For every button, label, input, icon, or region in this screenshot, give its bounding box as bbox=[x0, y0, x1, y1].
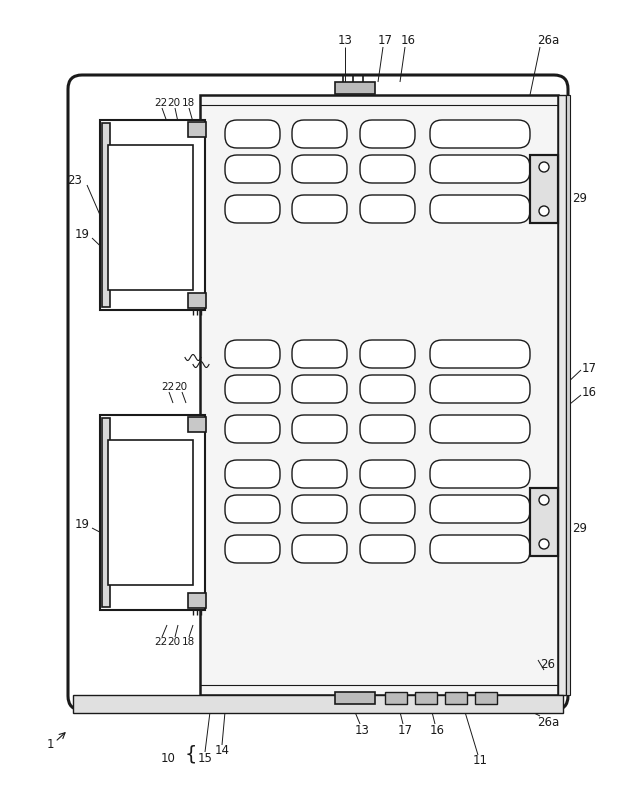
Bar bbox=[558, 95, 566, 695]
Bar bbox=[335, 82, 375, 94]
FancyBboxPatch shape bbox=[225, 375, 280, 403]
FancyBboxPatch shape bbox=[360, 155, 415, 183]
FancyBboxPatch shape bbox=[360, 415, 415, 443]
Text: 20: 20 bbox=[175, 382, 188, 392]
FancyBboxPatch shape bbox=[225, 495, 280, 523]
FancyBboxPatch shape bbox=[292, 375, 347, 403]
Text: 16: 16 bbox=[401, 33, 415, 47]
Bar bbox=[335, 692, 375, 704]
Bar bbox=[566, 95, 570, 695]
Bar bbox=[188, 293, 206, 308]
FancyBboxPatch shape bbox=[430, 155, 530, 183]
FancyBboxPatch shape bbox=[430, 415, 530, 443]
FancyBboxPatch shape bbox=[430, 460, 530, 488]
Bar bbox=[100, 120, 205, 310]
Text: 17: 17 bbox=[397, 724, 413, 737]
Text: 19: 19 bbox=[74, 229, 90, 242]
Bar bbox=[445, 692, 467, 704]
Text: 22: 22 bbox=[154, 637, 168, 647]
Text: 18: 18 bbox=[181, 98, 195, 108]
FancyBboxPatch shape bbox=[360, 375, 415, 403]
FancyBboxPatch shape bbox=[360, 195, 415, 223]
Bar bbox=[73, 695, 563, 713]
FancyBboxPatch shape bbox=[225, 195, 280, 223]
FancyBboxPatch shape bbox=[225, 415, 280, 443]
FancyBboxPatch shape bbox=[360, 340, 415, 368]
Text: 20: 20 bbox=[168, 98, 180, 108]
FancyBboxPatch shape bbox=[430, 535, 530, 563]
FancyBboxPatch shape bbox=[292, 495, 347, 523]
Text: 13: 13 bbox=[337, 33, 353, 47]
Text: 17: 17 bbox=[582, 361, 597, 375]
Bar bbox=[102, 418, 110, 607]
Text: 13: 13 bbox=[355, 724, 369, 737]
Text: 11: 11 bbox=[472, 753, 488, 767]
Text: 19: 19 bbox=[74, 519, 90, 531]
FancyBboxPatch shape bbox=[430, 120, 530, 148]
FancyBboxPatch shape bbox=[225, 340, 280, 368]
Text: 17: 17 bbox=[378, 33, 392, 47]
Text: 18: 18 bbox=[181, 637, 195, 647]
Bar bbox=[102, 123, 110, 307]
Bar bbox=[108, 440, 193, 585]
FancyBboxPatch shape bbox=[360, 460, 415, 488]
Bar bbox=[188, 593, 206, 608]
Bar bbox=[188, 122, 206, 137]
FancyBboxPatch shape bbox=[430, 195, 530, 223]
FancyBboxPatch shape bbox=[225, 120, 280, 148]
FancyBboxPatch shape bbox=[430, 340, 530, 368]
Text: 23: 23 bbox=[68, 173, 83, 186]
Text: 14: 14 bbox=[214, 744, 230, 756]
Circle shape bbox=[539, 206, 549, 216]
FancyBboxPatch shape bbox=[292, 120, 347, 148]
Text: 22: 22 bbox=[154, 98, 168, 108]
Text: 10: 10 bbox=[161, 752, 175, 764]
Bar bbox=[530, 488, 558, 556]
FancyBboxPatch shape bbox=[225, 460, 280, 488]
Bar bbox=[475, 692, 497, 704]
Circle shape bbox=[539, 539, 549, 549]
Bar bbox=[108, 145, 193, 290]
FancyBboxPatch shape bbox=[360, 535, 415, 563]
Text: 16: 16 bbox=[429, 724, 445, 737]
Bar bbox=[200, 95, 558, 695]
FancyBboxPatch shape bbox=[225, 155, 280, 183]
Bar bbox=[530, 488, 558, 556]
Bar bbox=[100, 415, 205, 610]
Text: 29: 29 bbox=[572, 521, 587, 535]
Text: 26a: 26a bbox=[537, 33, 559, 47]
Text: 26a: 26a bbox=[537, 715, 559, 729]
FancyBboxPatch shape bbox=[360, 495, 415, 523]
FancyBboxPatch shape bbox=[292, 340, 347, 368]
Bar bbox=[530, 155, 558, 223]
FancyBboxPatch shape bbox=[292, 195, 347, 223]
Text: 15: 15 bbox=[198, 752, 212, 764]
Bar bbox=[385, 692, 407, 704]
FancyBboxPatch shape bbox=[225, 535, 280, 563]
Text: 29: 29 bbox=[572, 192, 587, 204]
Text: 26: 26 bbox=[541, 658, 556, 672]
Bar bbox=[415, 692, 437, 704]
Text: 1: 1 bbox=[46, 738, 54, 752]
Text: 22: 22 bbox=[161, 382, 175, 392]
FancyBboxPatch shape bbox=[68, 75, 568, 710]
Text: {: { bbox=[185, 744, 197, 763]
Bar bbox=[530, 155, 558, 223]
Text: 20: 20 bbox=[168, 637, 180, 647]
FancyBboxPatch shape bbox=[430, 495, 530, 523]
FancyBboxPatch shape bbox=[292, 460, 347, 488]
Bar bbox=[188, 417, 206, 432]
FancyBboxPatch shape bbox=[292, 535, 347, 563]
Circle shape bbox=[539, 162, 549, 172]
FancyBboxPatch shape bbox=[292, 415, 347, 443]
Circle shape bbox=[539, 495, 549, 505]
Text: 16: 16 bbox=[582, 386, 597, 399]
FancyBboxPatch shape bbox=[430, 375, 530, 403]
FancyBboxPatch shape bbox=[292, 155, 347, 183]
FancyBboxPatch shape bbox=[360, 120, 415, 148]
